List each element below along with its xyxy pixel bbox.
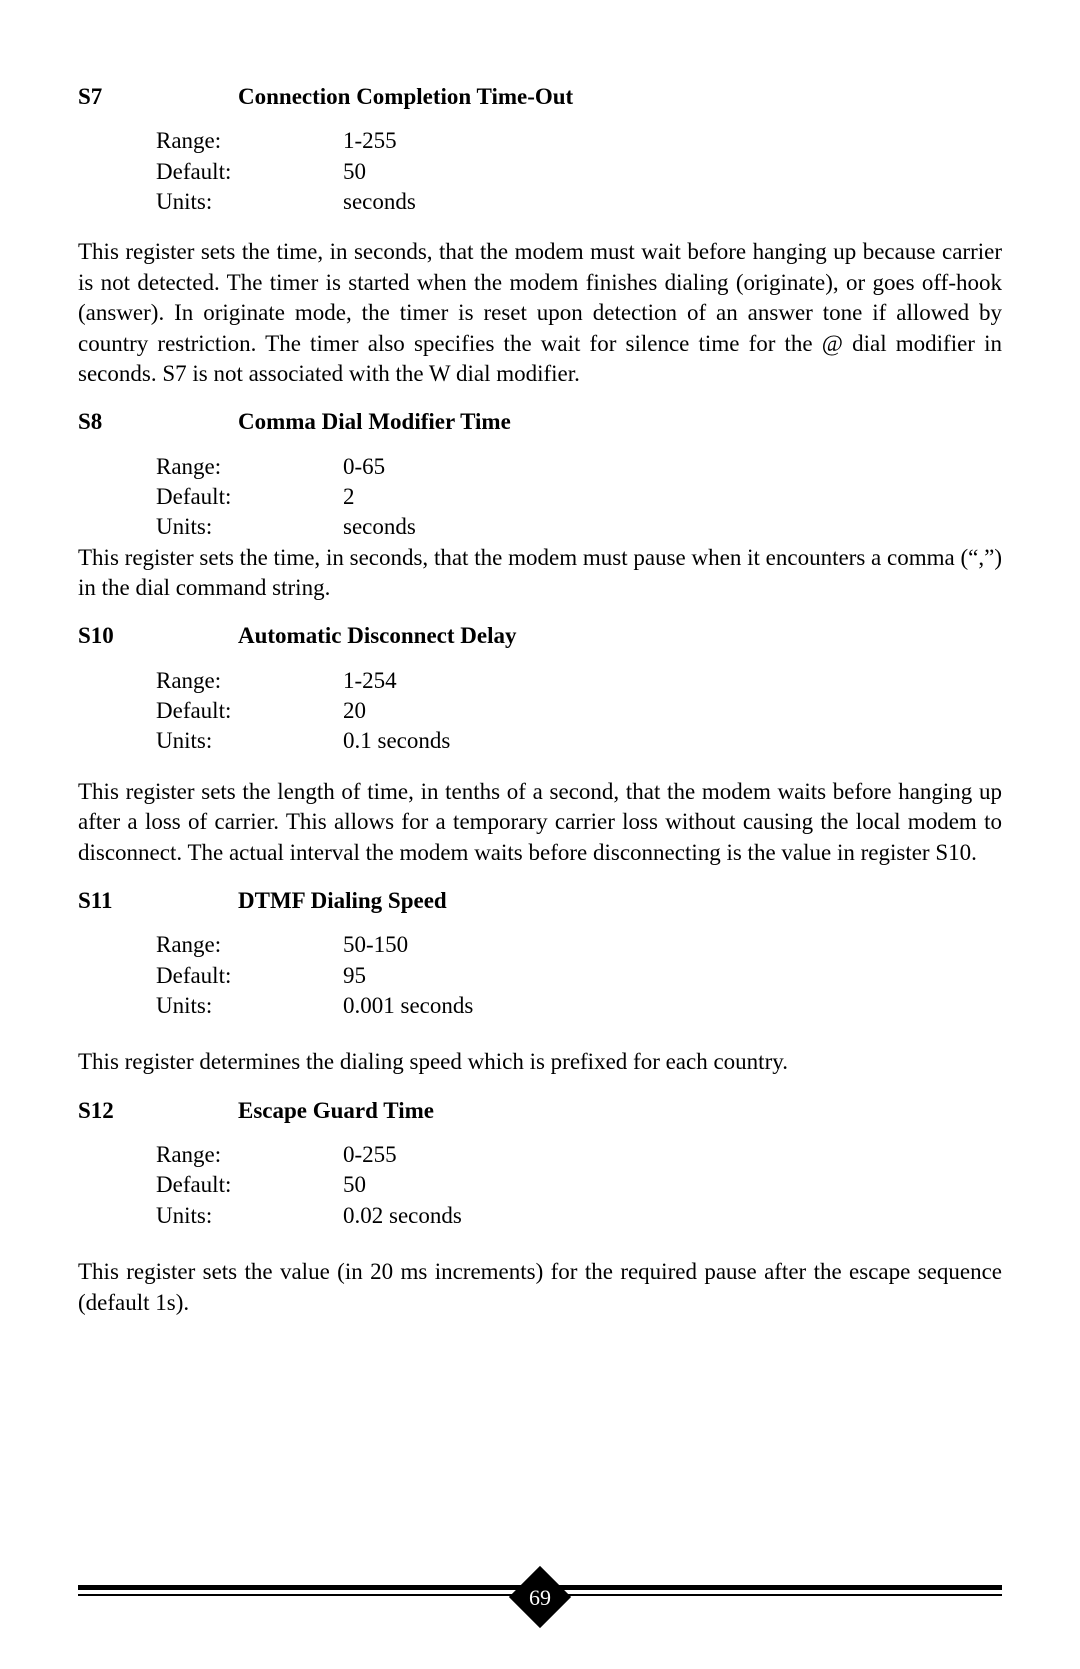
spec-row: Units:seconds	[156, 512, 1002, 542]
page-footer: 69	[78, 1583, 1002, 1597]
spec-row: Range:0-65	[156, 452, 1002, 482]
spec-row: Units:seconds	[156, 187, 1002, 217]
spec-label: Range:	[156, 1140, 343, 1170]
section-header: S8Comma Dial Modifier Time	[78, 407, 1002, 437]
section-header: S11DTMF Dialing Speed	[78, 886, 1002, 916]
page: S7Connection Completion Time-OutRange:1-…	[0, 0, 1080, 1669]
spec-row: Range:1-254	[156, 666, 1002, 696]
spec-row: Range:1-255	[156, 126, 1002, 156]
spec-value: 50-150	[343, 930, 1002, 960]
spec-value: 0.02 seconds	[343, 1201, 1002, 1231]
register-title: DTMF Dialing Speed	[238, 886, 1002, 916]
page-number: 69	[512, 1583, 568, 1612]
spec-label: Units:	[156, 1201, 343, 1231]
spec-label: Default:	[156, 1170, 343, 1200]
spec-value: 1-254	[343, 666, 1002, 696]
register-title: Escape Guard Time	[238, 1096, 1002, 1126]
spec-row: Units:0.02 seconds	[156, 1201, 1002, 1231]
section-header: S7Connection Completion Time-Out	[78, 82, 1002, 112]
footer-rules: 69	[78, 1583, 1002, 1597]
register-section: S8Comma Dial Modifier Time Range:0-65Defa…	[78, 407, 1002, 603]
spec-row: Units:0.001 seconds	[156, 991, 1002, 1021]
register-title: Comma Dial Modifier Time	[238, 407, 1002, 437]
spec-label: Default:	[156, 482, 343, 512]
spec-row: Default:50	[156, 157, 1002, 187]
spec-row: Default:50	[156, 1170, 1002, 1200]
register-id: S7	[78, 82, 238, 112]
section-header: S10Automatic Disconnect Delay	[78, 621, 1002, 651]
spec-value: 2	[343, 482, 1002, 512]
register-description: This register sets the length of time, i…	[78, 777, 1002, 868]
spec-label: Units:	[156, 726, 343, 756]
spec-label: Default:	[156, 961, 343, 991]
spec-table: Range:0-255Default:50Units:0.02 seconds	[156, 1140, 1002, 1231]
register-description: This register sets the time, in seconds,…	[78, 237, 1002, 389]
register-description: This register sets the time, in seconds,…	[78, 543, 1002, 604]
spec-label: Range:	[156, 930, 343, 960]
spec-label: Range:	[156, 666, 343, 696]
spec-row: Default:2	[156, 482, 1002, 512]
register-title: Automatic Disconnect Delay	[238, 621, 1002, 651]
register-id: S12	[78, 1096, 238, 1126]
spec-value: 1-255	[343, 126, 1002, 156]
register-section: S12Escape Guard Time Range:0-255Default:5…	[78, 1096, 1002, 1318]
spec-value: 0.001 seconds	[343, 991, 1002, 1021]
register-description: This register determines the dialing spe…	[78, 1047, 1002, 1077]
spec-table: Range:1-254Default:20Units:0.1 seconds	[156, 666, 1002, 757]
spec-value: 50	[343, 1170, 1002, 1200]
spec-value: 20	[343, 696, 1002, 726]
sections-container: S7Connection Completion Time-OutRange:1-…	[78, 82, 1002, 1318]
register-id: S11	[78, 886, 238, 916]
spec-value: 0.1 seconds	[343, 726, 1002, 756]
spec-label: Units:	[156, 991, 343, 1021]
spec-row: Default:95	[156, 961, 1002, 991]
register-section: S7Connection Completion Time-Out Range:1-…	[78, 82, 1002, 389]
register-title: Connection Completion Time-Out	[238, 82, 1002, 112]
spec-label: Default:	[156, 157, 343, 187]
spec-value: 0-65	[343, 452, 1002, 482]
register-section: S11DTMF Dialing Speed Range:50-150Default…	[78, 886, 1002, 1078]
register-id: S8	[78, 407, 238, 437]
spec-row: Range:0-255	[156, 1140, 1002, 1170]
register-section: S10Automatic Disconnect Delay Range:1-254…	[78, 621, 1002, 868]
spec-row: Range:50-150	[156, 930, 1002, 960]
spec-table: Range:1-255Default:50Units:seconds	[156, 126, 1002, 217]
register-description: This register sets the value (in 20 ms i…	[78, 1257, 1002, 1318]
spec-label: Units:	[156, 187, 343, 217]
spec-row: Units:0.1 seconds	[156, 726, 1002, 756]
footer-diamond: 69	[512, 1569, 568, 1625]
spec-value: 95	[343, 961, 1002, 991]
spec-label: Range:	[156, 126, 343, 156]
spec-label: Range:	[156, 452, 343, 482]
spec-value: 0-255	[343, 1140, 1002, 1170]
spec-table: Range:0-65Default:2Units:seconds	[156, 452, 1002, 543]
spec-row: Default:20	[156, 696, 1002, 726]
spec-label: Default:	[156, 696, 343, 726]
spec-value: 50	[343, 157, 1002, 187]
spec-label: Units:	[156, 512, 343, 542]
register-id: S10	[78, 621, 238, 651]
spec-value: seconds	[343, 512, 1002, 542]
section-header: S12Escape Guard Time	[78, 1096, 1002, 1126]
spec-value: seconds	[343, 187, 1002, 217]
spec-table: Range:50-150Default:95Units:0.001 second…	[156, 930, 1002, 1021]
